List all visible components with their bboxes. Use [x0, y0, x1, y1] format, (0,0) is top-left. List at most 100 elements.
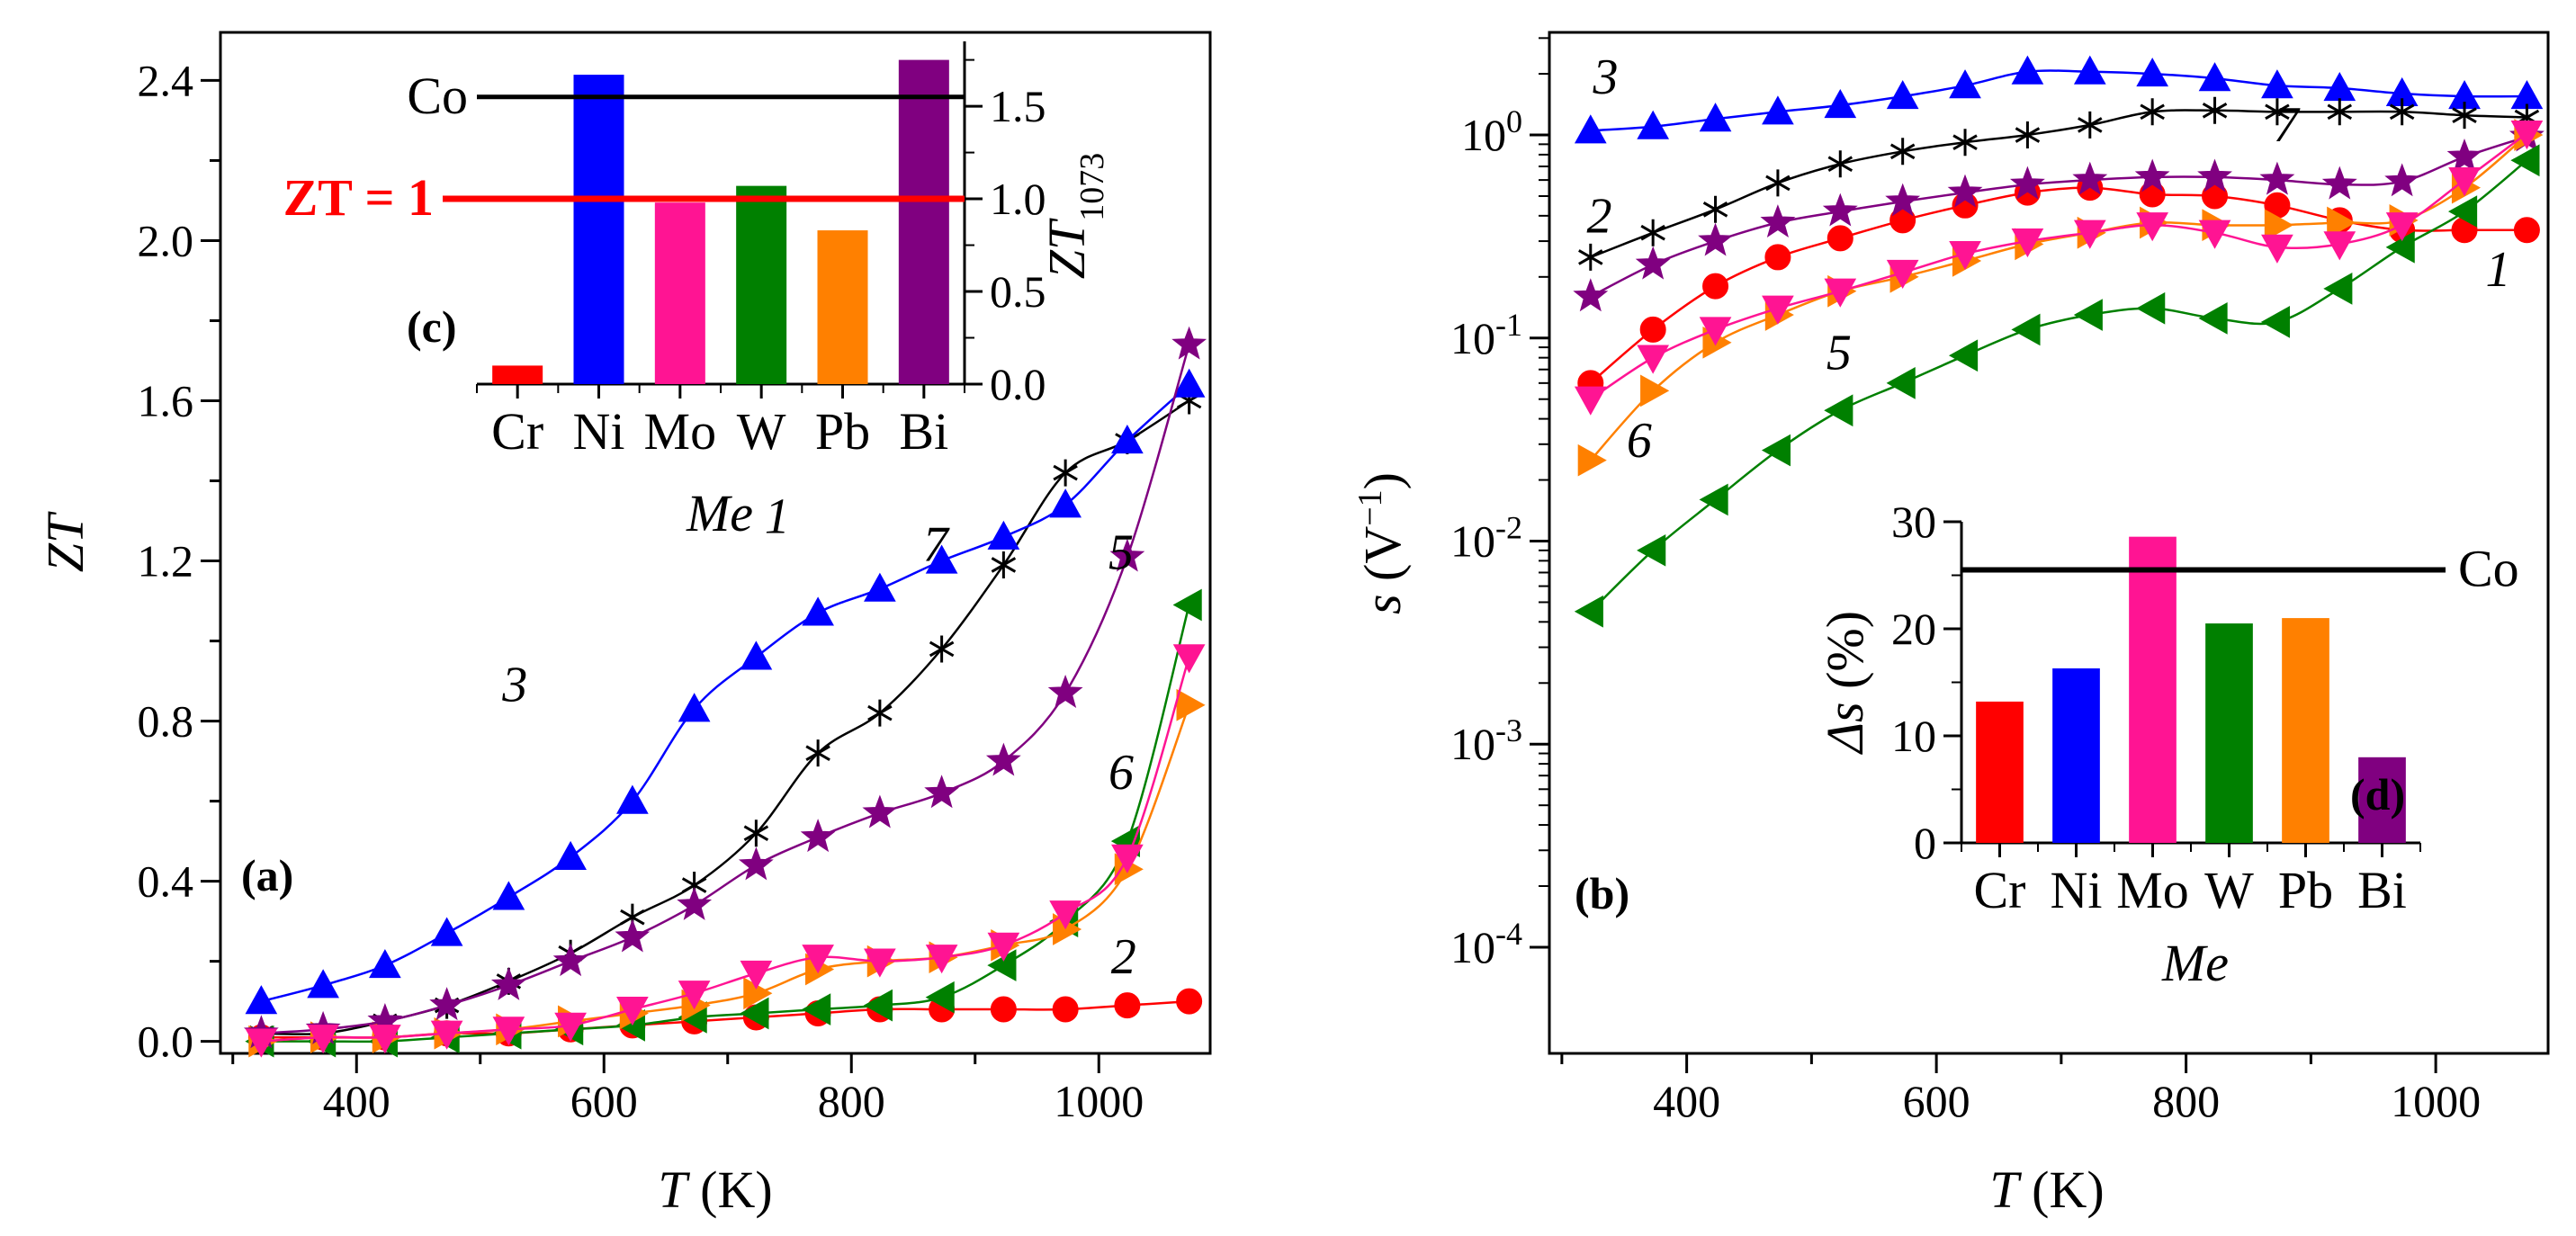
- data-point: [1052, 996, 1079, 1023]
- category-label-Mo: Mo: [644, 402, 717, 461]
- data-point: [2259, 161, 2295, 195]
- y-tick-label: 10-2: [1450, 509, 1522, 566]
- series-line: [1589, 134, 2528, 461]
- data-point: [2198, 302, 2228, 335]
- series-line: [1589, 159, 2528, 613]
- panel-b-x-axis-var: T: [1989, 1160, 2022, 1219]
- data-point: [1886, 366, 1916, 399]
- data-point: [616, 996, 649, 1026]
- panel-a-curve-labels: 1 2 3 5 6 7: [501, 488, 1136, 985]
- data-point: [2202, 96, 2228, 124]
- data-point: [862, 794, 898, 828]
- panel-b-label: (b): [1575, 868, 1629, 918]
- data-point: [678, 693, 711, 722]
- data-point: [2197, 158, 2232, 193]
- data-point: [554, 1012, 587, 1042]
- data-point: [925, 945, 958, 974]
- data-point: [1822, 193, 1858, 227]
- data-point: [1047, 674, 1083, 708]
- data-point: [2078, 111, 2103, 139]
- bar-Cr: [492, 365, 543, 384]
- data-point: [990, 996, 1017, 1023]
- category-label-Bi: Bi: [2357, 861, 2407, 919]
- data-point: [307, 1025, 339, 1054]
- data-point: [1699, 103, 1732, 132]
- inset-d-bars: [1976, 536, 2406, 843]
- y-tick-label: 0: [1914, 818, 1936, 868]
- data-point: [2446, 138, 2482, 172]
- category-label-Pb: Pb: [2278, 861, 2333, 919]
- y-tick-label: 30: [1891, 497, 1936, 547]
- data-point: [1762, 95, 1794, 125]
- series-2-star: [1573, 118, 2545, 312]
- data-point: [1049, 488, 1082, 518]
- data-point: [616, 784, 649, 814]
- data-point: [1109, 538, 1145, 572]
- data-point: [738, 846, 774, 881]
- panel-a-y-axis-label: ZT: [36, 511, 94, 572]
- data-point: [1635, 246, 1671, 280]
- category-label-Ni: Ni: [2051, 861, 2103, 919]
- series-line: [261, 999, 1189, 1039]
- data-point: [678, 981, 711, 1010]
- data-point: [867, 699, 893, 727]
- data-point: [2510, 120, 2544, 150]
- panel-a-y-ticks: 0.0 0.4 0.8 1.2 1.6 2.0 2.4: [138, 55, 220, 1067]
- data-point: [1637, 345, 1670, 374]
- data-point: [1949, 240, 1981, 271]
- bar-Mo: [654, 202, 705, 384]
- data-point: [2261, 234, 2293, 264]
- curve-label-7: 7: [2274, 97, 2301, 153]
- data-point: [929, 635, 955, 663]
- inset-c-x-axis-label: Me: [686, 484, 753, 542]
- data-point: [1640, 374, 1670, 408]
- data-point: [490, 966, 526, 1000]
- data-point: [2198, 219, 2231, 249]
- panel-a-x-axis-unit: (K): [687, 1160, 773, 1219]
- data-point: [743, 820, 769, 847]
- reference-label-Co: Co: [407, 67, 468, 125]
- data-point: [2265, 98, 2290, 126]
- data-point: [925, 981, 955, 1014]
- data-point: [2072, 161, 2108, 195]
- data-point: [2198, 62, 2231, 92]
- y-tick-label: 1.5: [990, 81, 1046, 131]
- data-point: [2384, 163, 2420, 197]
- data-point: [1885, 183, 1921, 217]
- data-point: [307, 969, 339, 999]
- reference-label-Co: Co: [2458, 540, 2519, 598]
- panel-b-frame: [1548, 31, 2550, 1055]
- inset-c-y-axis-main: ZT: [1037, 218, 1096, 279]
- series-line: [1589, 186, 2527, 384]
- panel-a-label: (a): [241, 850, 293, 900]
- data-point: [924, 775, 960, 809]
- inset-d-delta-s-bar-chart: Co Cr Ni Mo W Pb Bi 0 10 20 30 (d) Me Δs (%): [1816, 497, 2519, 992]
- y-tick-label: 2.4: [138, 55, 194, 105]
- data-point: [2136, 212, 2169, 242]
- data-point: [2448, 167, 2481, 197]
- inset-d-y-axis-var: Δs: [1816, 702, 1874, 755]
- series-unlabeled-triangle-down: [1574, 120, 2544, 416]
- data-point: [2015, 121, 2041, 149]
- data-point: [2011, 55, 2044, 85]
- data-point: [1574, 595, 1603, 628]
- data-point: [985, 742, 1021, 776]
- data-point: [1952, 129, 1978, 157]
- data-point: [552, 943, 588, 977]
- curve-label-3: 3: [501, 657, 527, 712]
- y-tick-label: 100: [1461, 103, 1522, 160]
- data-point: [492, 1017, 525, 1046]
- data-point: [800, 819, 836, 853]
- data-point: [1699, 483, 1728, 516]
- data-point: [1702, 195, 1728, 223]
- bar-W: [736, 185, 787, 384]
- data-point: [1578, 243, 1603, 271]
- data-point: [1886, 259, 1919, 290]
- category-label-Cr: Cr: [1974, 861, 2026, 919]
- panel-a-x-axis-label: T (K): [658, 1160, 772, 1219]
- panel-b-y-ticks: 10-4 10-3 10-2 10-1 100: [1450, 37, 1549, 972]
- data-point: [2321, 166, 2357, 200]
- series-line: [1590, 109, 2527, 259]
- data-point: [1176, 988, 1203, 1015]
